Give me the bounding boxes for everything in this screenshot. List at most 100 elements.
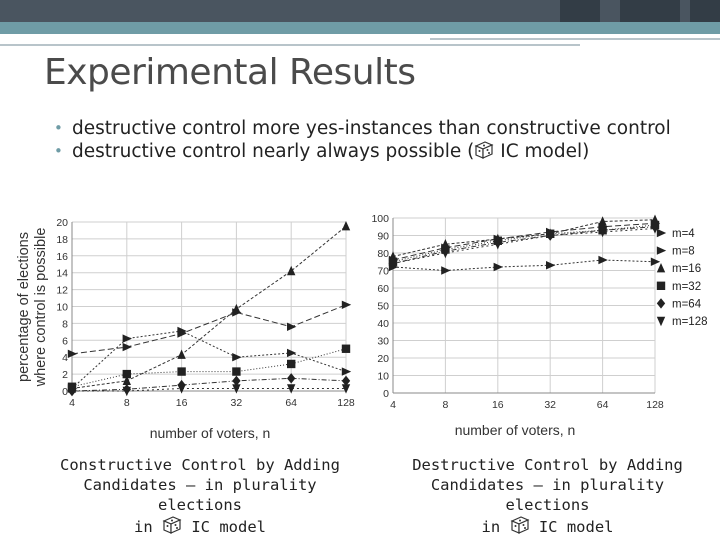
data-point [177, 384, 186, 394]
x-tick-label: 128 [646, 399, 664, 411]
legend-marker [656, 316, 666, 327]
bullet-text: destructive control nearly always possib… [72, 141, 475, 162]
x-tick-label: 64 [285, 397, 297, 409]
data-point [287, 373, 296, 384]
data-point [341, 367, 352, 376]
series-line [392, 222, 656, 261]
y-tick-label: 80 [377, 248, 389, 260]
data-point [598, 216, 607, 226]
destructive-control-chart: 0 10 20 30 40 50 60 70 80 90 100 4 8 16 32 64 128 m=4 m=… [371, 213, 707, 438]
legend-label: m=4 [672, 228, 695, 240]
y-tick-label: 40 [377, 318, 389, 330]
data-point [122, 334, 132, 343]
y-tick-label: 16 [56, 251, 68, 263]
data-point [598, 255, 608, 265]
y-axis-label: percentage of elections where control is… [16, 228, 49, 388]
left-chart-caption: Constructive Control by Adding Candidate… [40, 455, 360, 537]
bullet-dot-icon: • [54, 119, 63, 137]
right-chart-caption: Destructive Control by Adding Candidates… [385, 455, 710, 537]
y-axis-label-line: where control is possible [33, 228, 49, 388]
y-axis-label-line: percentage of elections [16, 232, 32, 382]
data-point [177, 329, 187, 338]
series-line [72, 387, 346, 392]
slide-title: Experimental Results [44, 52, 416, 93]
y-tick-label: 10 [377, 371, 389, 383]
series-line [71, 377, 347, 392]
caption-line: Constructive Control by Adding [60, 456, 340, 474]
data-point [67, 349, 78, 359]
data-point [650, 224, 660, 234]
data-point [122, 375, 131, 386]
y-tick-label: 0 [383, 388, 389, 400]
data-point [122, 386, 131, 397]
y-tick-label: 20 [377, 353, 389, 365]
constructive-control-chart: percentage of elections where control is… [16, 217, 355, 441]
y-tick-label: 60 [377, 283, 389, 295]
series-line [392, 226, 656, 264]
header-bar [0, 0, 720, 22]
legend-label: m=8 [672, 246, 695, 258]
x-tick-label: 32 [544, 399, 556, 411]
y-tick-label: 18 [56, 234, 68, 246]
data-point [232, 375, 241, 387]
legend-label: m=128 [672, 316, 707, 328]
bullet-item: • destructive control nearly always poss… [54, 140, 694, 163]
series-line [71, 330, 347, 389]
data-point [493, 262, 503, 272]
y-tick-label: 12 [56, 285, 68, 297]
x-tick-label: 8 [442, 399, 448, 411]
bullet-text: IC model) [494, 141, 590, 162]
data-point [441, 266, 451, 275]
x-tick-label: 16 [176, 397, 188, 409]
caption-text: in [134, 518, 162, 536]
y-tick-label: 100 [371, 213, 389, 225]
series-line [71, 225, 347, 389]
data-point [177, 349, 186, 359]
x-tick-label: 16 [492, 399, 504, 411]
legend-label: m=16 [672, 263, 701, 275]
x-tick-label: 64 [597, 399, 609, 411]
legend-marker [656, 246, 667, 255]
bullet-text: destructive control more yes-instances t… [72, 118, 671, 139]
data-point [546, 231, 555, 241]
bullet-list: • destructive control more yes-instances… [54, 117, 694, 163]
legend-marker [656, 263, 666, 273]
series-line [71, 304, 347, 355]
series-line [392, 224, 656, 263]
data-point [287, 384, 296, 394]
y-tick-label: 4 [62, 352, 68, 364]
dice-icon [510, 516, 529, 534]
y-tick-label: 90 [377, 231, 389, 243]
series-line [392, 228, 656, 264]
data-point [650, 257, 661, 266]
y-tick-label: 8 [62, 318, 68, 330]
data-point [341, 344, 351, 353]
caption-text: IC model [182, 518, 266, 536]
data-point [287, 359, 296, 369]
data-point [177, 367, 186, 376]
legend-marker [656, 281, 666, 290]
data-point [598, 227, 607, 238]
data-point [232, 353, 242, 362]
data-point [341, 384, 351, 394]
x-tick-label: 32 [231, 397, 243, 409]
series-line [71, 348, 347, 388]
caption-line: Candidates – in plurality elections [83, 476, 317, 514]
data-point [287, 265, 296, 276]
data-point [287, 348, 297, 358]
x-axis-label: number of voters, n [150, 425, 271, 441]
y-tick-label: 0 [62, 386, 68, 398]
y-tick-label: 70 [377, 266, 389, 278]
y-tick-label: 14 [56, 268, 68, 280]
dice-icon [474, 141, 494, 159]
data-point [122, 342, 132, 352]
series-line [392, 219, 656, 257]
data-point [232, 384, 241, 394]
header-divider [430, 38, 720, 40]
caption-text: IC model [529, 518, 614, 536]
data-point [341, 221, 351, 231]
y-tick-label: 2 [62, 369, 68, 381]
legend-marker [656, 228, 667, 238]
data-point [287, 322, 297, 331]
caption-line: in IC model [385, 515, 710, 537]
